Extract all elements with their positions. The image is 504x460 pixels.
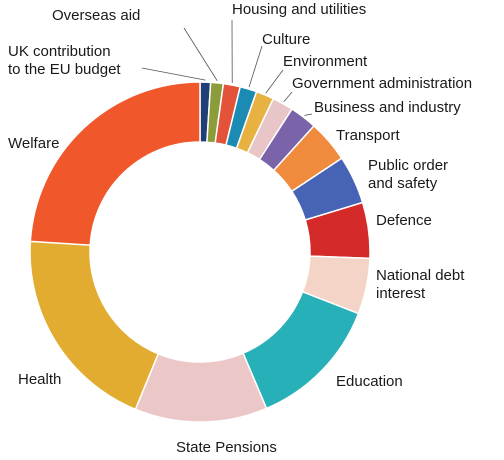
label-overseas-aid: Overseas aid <box>52 7 140 24</box>
label-public-order-and-safety: Public order and safety <box>368 157 448 192</box>
label-education: Education <box>336 373 403 390</box>
donut-slices <box>29 81 371 423</box>
leader-business-and-industry <box>304 113 313 116</box>
leader-environment <box>265 69 284 94</box>
leader-government-administration <box>283 91 293 103</box>
label-environment: Environment <box>283 53 368 70</box>
leader-overseas-aid <box>183 27 218 82</box>
label-health: Health <box>18 371 61 388</box>
slice-labels: UK contribution to the EU budget Overseas … <box>8 1 472 456</box>
label-culture: Culture <box>262 31 310 48</box>
slice-education <box>242 290 360 410</box>
slice-state-pensions <box>134 352 268 423</box>
label-government-administration: Government administration <box>292 75 472 92</box>
label-uk-contribution-to-the-eu-budget: UK contribution to the EU budget <box>8 43 121 78</box>
slice-welfare <box>29 81 201 246</box>
label-welfare: Welfare <box>8 135 59 152</box>
label-transport: Transport <box>336 127 400 144</box>
label-defence: Defence <box>376 212 432 229</box>
leader-uk-contribution-to-the-eu-budget <box>141 67 206 81</box>
leader-culture <box>248 45 263 88</box>
label-business-and-industry: Business and industry <box>314 99 461 116</box>
label-housing-and-utilities: Housing and utilities <box>232 1 366 18</box>
label-national-debt-interest: National debt interest <box>376 267 465 302</box>
leader-lines <box>141 19 313 116</box>
label-state-pensions: State Pensions <box>176 439 277 456</box>
